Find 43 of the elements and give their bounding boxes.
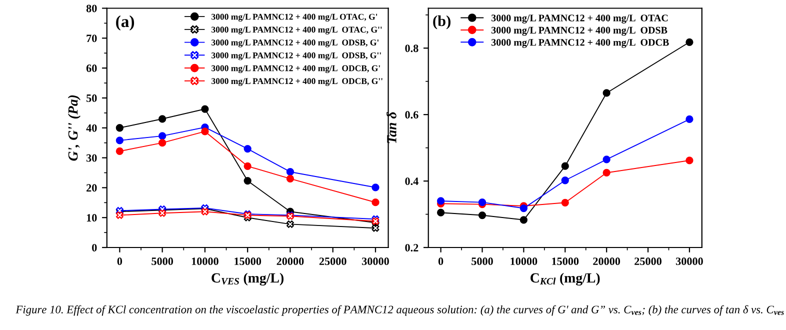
y-tick-label: 0	[92, 244, 97, 252]
y-tick-label: 50	[86, 94, 97, 102]
x-tick-label: 30000	[362, 258, 389, 266]
x-tick-label: 20000	[276, 258, 304, 266]
x-tick-label: 0	[117, 258, 122, 266]
x-tick-label: 5000	[152, 258, 174, 266]
y-tick-label: 30	[86, 154, 97, 162]
y-tick-label: 0.4	[405, 178, 418, 186]
legend-label: 3000 mg/L PAMNC12 + 400 mg/L ODCB	[492, 39, 669, 48]
x-tick-label: 5000	[472, 258, 493, 266]
y-tick-label: 70	[86, 34, 97, 42]
legend-label: 3000 mg/L PAMNC12 + 400 mg/L ODSB, G'	[212, 40, 378, 48]
y-tick-label: 40	[86, 124, 97, 132]
legend-label: 3000 mg/L PAMNC12 + 400 mg/L OTAC	[492, 14, 668, 24]
x-tick-label: 20000	[593, 258, 620, 266]
x-axis-title: C$_{VES}$ (mg/L)	[212, 272, 284, 286]
y-tick-label: 0.2	[405, 244, 418, 252]
x-tick-label: 25000	[319, 258, 346, 266]
caption: Figure 10. Effect of KCl concentration on the viscoelastic properties of PAMNC12 aqueous solution: (a) the curves of G' and G” vs. C$_{ves}$; (b) the curves of tan δ vs. C$_{ves}$	[16, 305, 784, 316]
y-tick-label: 60	[86, 64, 97, 72]
y-tick-label: 0.6	[405, 111, 418, 119]
legend-label: 3000 mg/L PAMNC12 + 400 mg/L OTAC, G'	[212, 14, 378, 22]
y-tick-label: 20	[86, 184, 97, 192]
legend-label: 3000 mg/L PAMNC12 + 400 mg/L ODCB, G'	[212, 65, 380, 74]
x-tick-label: 10000	[192, 258, 218, 266]
y-axis-title: G', G'' (Pa)	[68, 95, 81, 161]
x-tick-label: 25000	[634, 258, 662, 266]
legend-label: 3000 mg/L PAMNC12 + 400 mg/L ODCB, G''	[212, 78, 382, 86]
y-tick-label: 80	[86, 4, 97, 12]
x-tick-label: 15000	[552, 258, 579, 266]
y-tick-label: 10	[86, 214, 97, 222]
x-tick-label: 10000	[510, 258, 538, 266]
annotation: (b)	[433, 15, 450, 30]
y-axis-title: Tan δ	[386, 112, 396, 144]
x-tick-label: 0	[438, 258, 444, 266]
legend-label: 3000 mg/L PAMNC12 + 400 mg/L ODSB, G''	[212, 52, 381, 60]
y-tick-label: 0.8	[405, 44, 418, 52]
x-tick-label: 30000	[676, 258, 703, 266]
legend-label: 3000 mg/L PAMNC12 + 400 mg/L ODSB	[492, 26, 668, 36]
x-tick-label: 15000	[234, 258, 262, 266]
legend-label: 3000 mg/L PAMNC12 + 400 mg/L OTAC, G''	[212, 26, 382, 34]
x-axis-title: C$_{KCl}$ (mg/L)	[530, 272, 600, 286]
annotation: (a)	[116, 15, 134, 31]
